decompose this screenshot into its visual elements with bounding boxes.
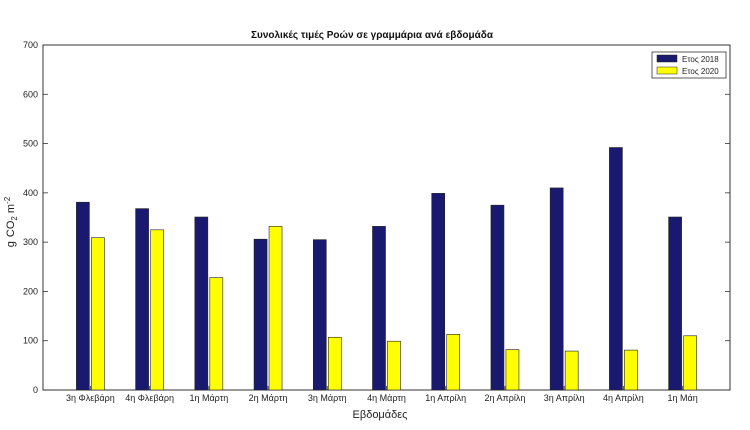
x-tick-label: 4η Μάρτη	[367, 393, 406, 403]
legend: Ετος 2018 Ετος 2020	[651, 51, 727, 79]
bar-2020	[91, 237, 105, 391]
y-tick-label: 700	[23, 40, 38, 50]
x-axis: 3η Φλεβάρη 4η Φλεβάρη 1η Μάρτη 2η Μάρτη 3η Μ…	[66, 386, 698, 403]
bar-2020	[268, 226, 283, 391]
x-tick-label: 4η Απρίλη	[603, 393, 644, 403]
bars-group	[76, 147, 697, 391]
x-tick-label: 2η Μάρτη	[249, 393, 288, 403]
chart-title: Συνολικές τιμές Ροών σε γραμμάρια ανά εβ…	[251, 30, 494, 41]
x-tick-label: 1η Απρίλη	[425, 393, 466, 403]
legend-swatch-2018	[656, 54, 678, 63]
bar-2020	[564, 350, 579, 391]
bar-2018	[194, 216, 209, 391]
x-tick-label: 3η Μάρτη	[308, 393, 347, 403]
bar-2018	[76, 201, 90, 391]
legend-label-2020: Ετος 2020	[682, 67, 719, 76]
x-axis-label: Εβδομάδες	[353, 409, 408, 421]
bar-2020	[150, 229, 164, 391]
y-axis: 0 100 200 300 400 500 600 700	[23, 40, 730, 395]
y-tick-label: 0	[33, 385, 38, 395]
bar-2020	[624, 349, 638, 391]
y-tick-label: 100	[23, 336, 38, 346]
bar-2018	[490, 204, 505, 391]
x-tick-label: 1η Μάη	[668, 393, 698, 403]
y-axis-label: gCO2m-2	[3, 196, 19, 247]
bar-2018	[549, 187, 564, 391]
x-tick-label: 3η Απρίλη	[544, 393, 585, 403]
bar-2018	[135, 208, 149, 391]
bar-2018	[431, 193, 446, 391]
y-tick-label: 500	[23, 139, 38, 149]
bar-2020	[683, 335, 697, 391]
bar-2018	[372, 226, 386, 391]
bar-2018	[668, 216, 682, 391]
bar-2020	[209, 277, 224, 391]
bar-2020	[327, 336, 342, 391]
y-tick-label: 400	[23, 188, 38, 198]
x-tick-label: 2η Απρίλη	[485, 393, 526, 403]
x-tick-label: 3η Φλεβάρη	[66, 393, 115, 403]
bar-2020	[505, 349, 520, 391]
legend-swatch-2020	[656, 66, 678, 75]
y-tick-label: 600	[23, 89, 38, 99]
x-tick-label: 1η Μάρτη	[189, 393, 228, 403]
x-tick-label: 4η Φλεβάρη	[125, 393, 174, 403]
bar-2018	[609, 147, 623, 391]
bar-2018	[312, 239, 327, 391]
legend-label-2018: Ετος 2018	[682, 55, 719, 64]
bar-2020	[387, 340, 401, 391]
y-tick-label: 300	[23, 237, 38, 247]
bar-2018	[253, 238, 268, 391]
bar-2020	[446, 334, 461, 391]
y-tick-label: 200	[23, 286, 38, 296]
